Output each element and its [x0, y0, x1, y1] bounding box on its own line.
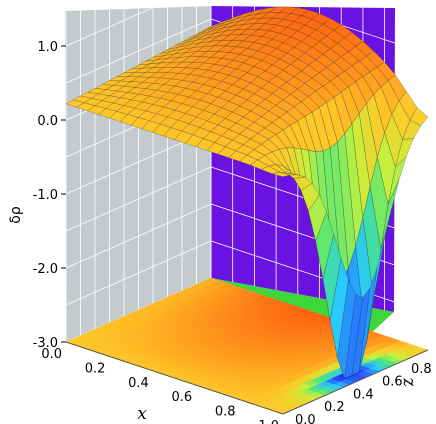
- y-tick-label: 0.8: [411, 362, 432, 377]
- x-axis-label: x: [137, 404, 147, 424]
- y-axis-label: z: [398, 375, 420, 389]
- floor-projection: [65, 277, 429, 415]
- x-tick-label: 0.6: [172, 390, 193, 405]
- x-tick-label: 0.0: [41, 347, 62, 362]
- x-tick-label: 0.2: [85, 361, 106, 376]
- x-tick-label: 0.8: [215, 405, 236, 420]
- surface-facet: [272, 171, 291, 177]
- z-tick-label: -3.0: [33, 336, 58, 351]
- x-axis-line: [65, 341, 284, 415]
- z-axis-label: δρ: [8, 206, 24, 224]
- z-tick-label: 0.0: [37, 114, 58, 129]
- y-axis-line: [282, 349, 429, 415]
- z-tick-label: -2.0: [33, 262, 58, 277]
- z-tick-label: 1.0: [37, 40, 58, 55]
- x-tick-label: 1.0: [258, 419, 279, 424]
- grid-line: [375, 0, 429, 18]
- surface: [65, 6, 429, 379]
- y-tick-label: 0.6: [382, 375, 403, 390]
- z-tick-label: -1.0: [33, 188, 58, 203]
- axis-ticks: 1.00.0-1.0-2.0-3.00.00.20.40.60.81.00.00…: [33, 40, 432, 424]
- y-tick-label: 0.4: [353, 387, 374, 402]
- x-tick-label: 0.4: [128, 376, 149, 391]
- y-tick-label: 0.2: [324, 400, 345, 415]
- y-tick-label: 0.0: [295, 413, 316, 424]
